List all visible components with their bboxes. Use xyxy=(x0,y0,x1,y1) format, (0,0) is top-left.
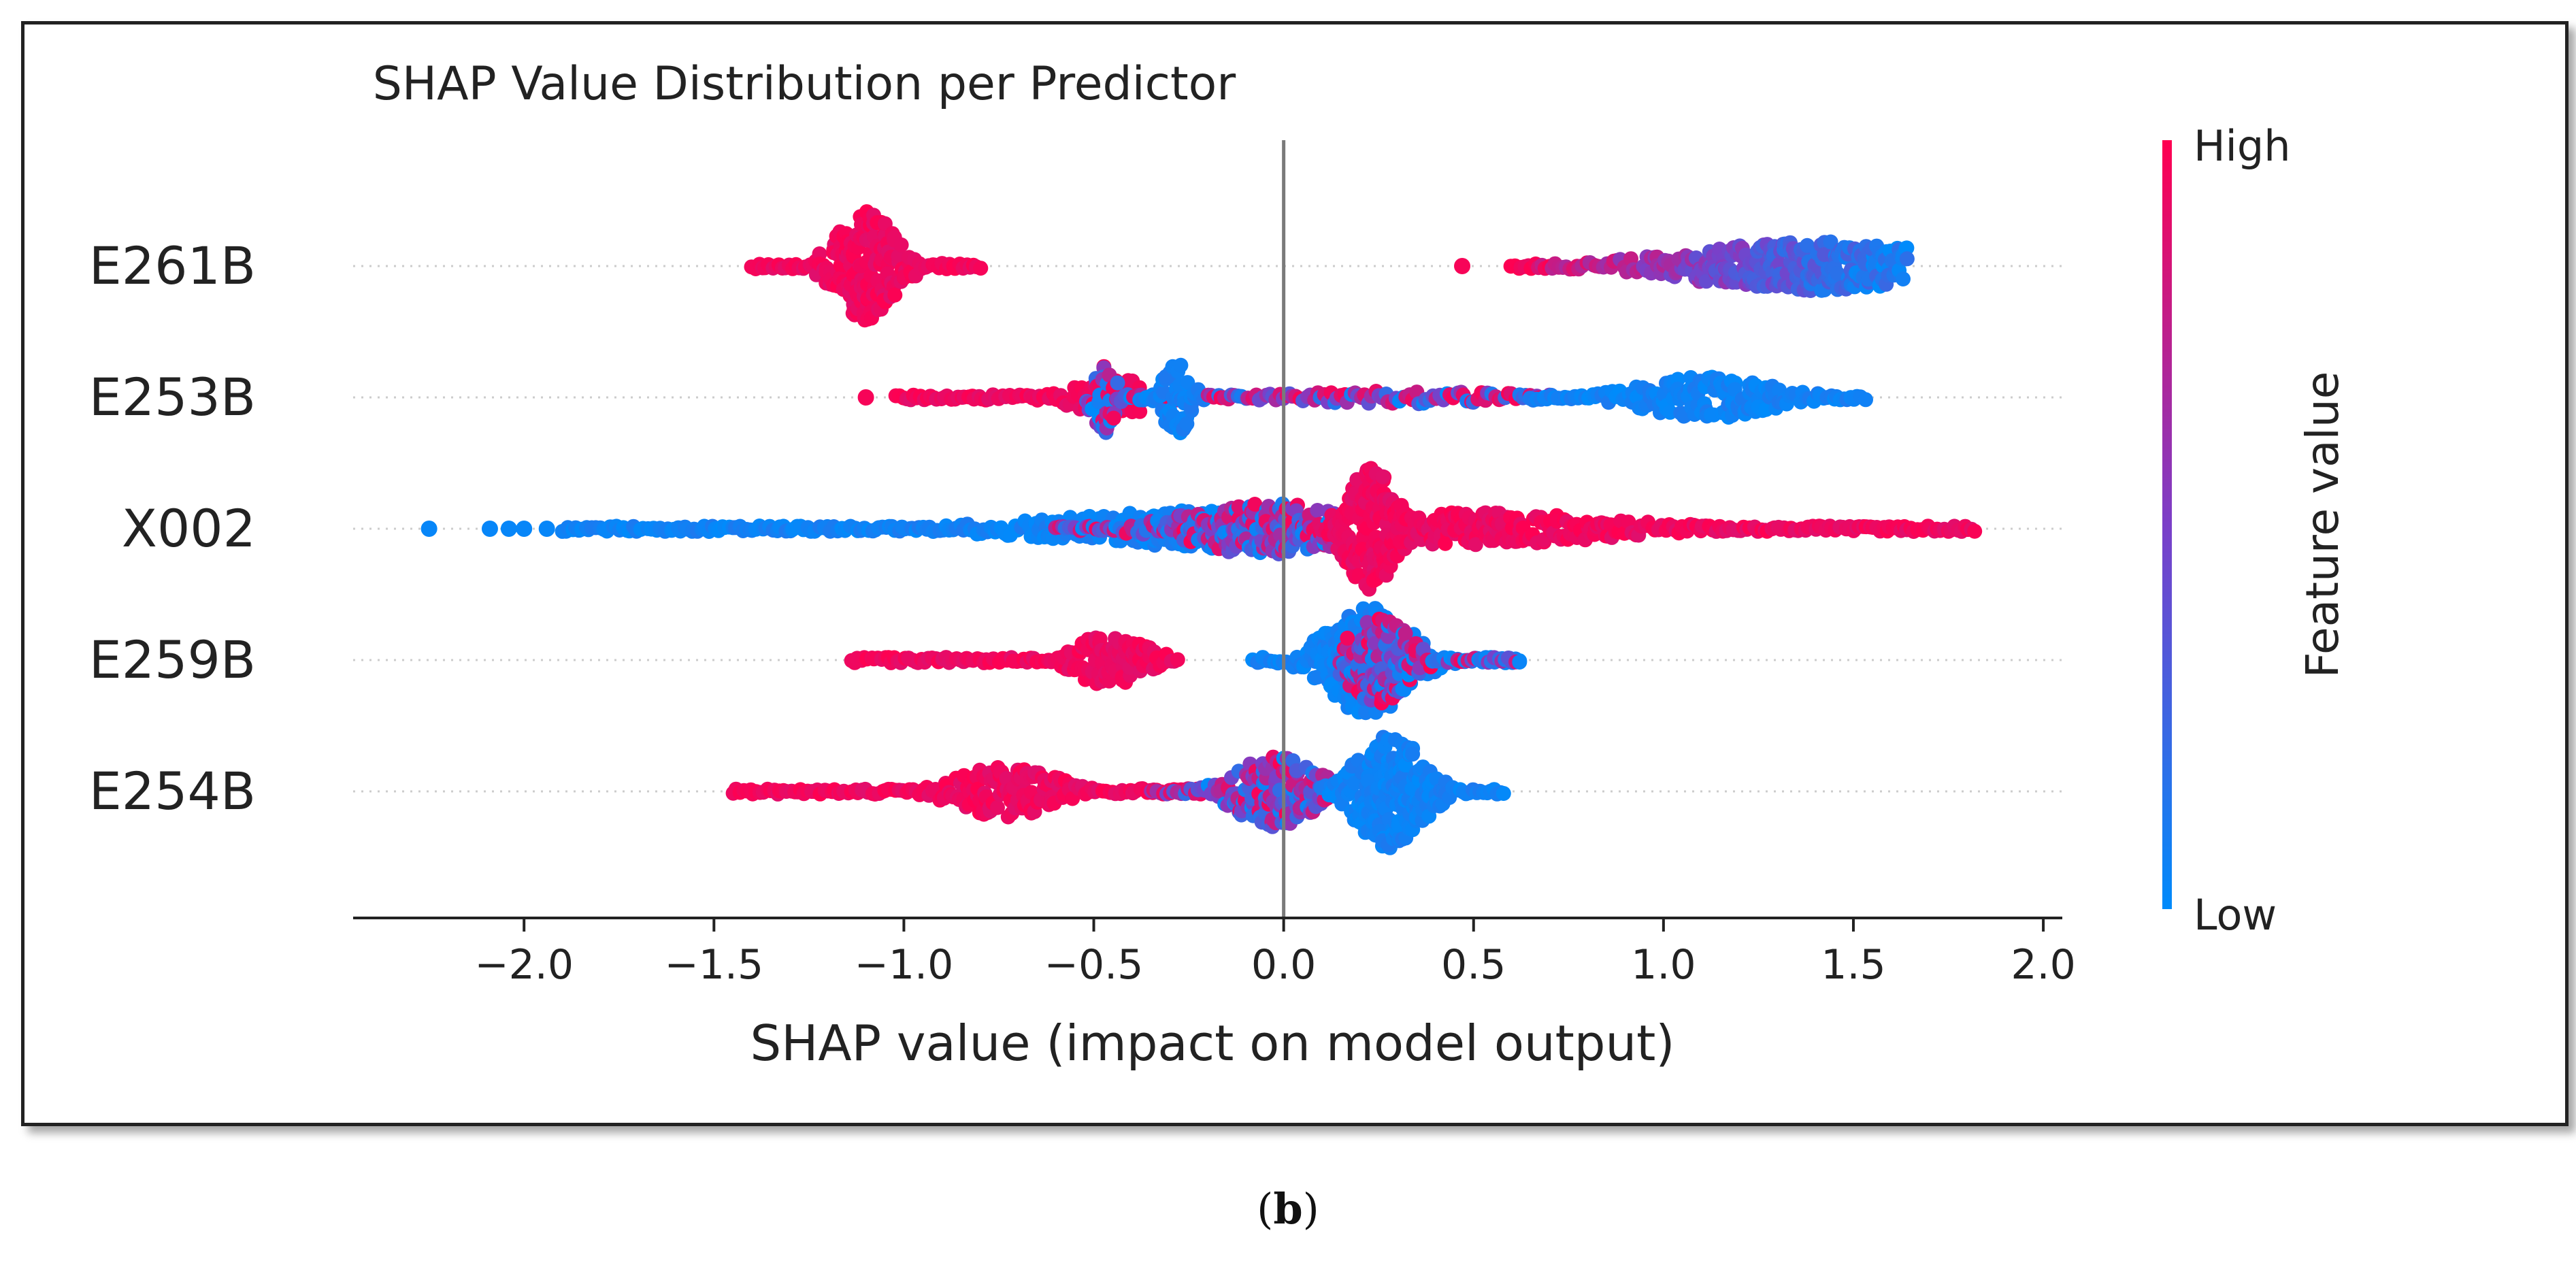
beeswarm-segment-e253b-3 xyxy=(1200,384,1557,412)
x-tick-label: 1.0 xyxy=(1631,941,1696,989)
shap-point xyxy=(1496,786,1511,801)
beeswarm-segment-e254b-2 xyxy=(1313,729,1511,855)
x-tick-label: 0.5 xyxy=(1441,941,1506,989)
shap-outlier-point xyxy=(500,521,517,537)
colorbar-high-label: High xyxy=(2194,121,2291,171)
shap-outlier-point xyxy=(538,521,555,537)
shap-point xyxy=(1468,537,1483,553)
caption-open: ( xyxy=(1257,1184,1274,1234)
chart-title: SHAP Value Distribution per Predictor xyxy=(373,57,1236,111)
shap-point xyxy=(1231,499,1246,514)
shap-point xyxy=(1896,272,1911,286)
shap-point xyxy=(1106,410,1121,426)
shap-point xyxy=(887,287,903,303)
shap-point xyxy=(1347,775,1363,791)
feature-labels: E261B E253B X002 E259B E254B xyxy=(89,235,256,821)
colorbar-title: Feature value xyxy=(2296,372,2349,678)
beeswarm-row-e254b xyxy=(725,729,1511,855)
x-tick-label: 2.0 xyxy=(2011,941,2075,989)
shap-point xyxy=(1375,469,1391,484)
shap-point xyxy=(1247,497,1263,512)
shap-point xyxy=(1180,375,1195,391)
shap-point xyxy=(1823,234,1838,250)
beeswarm-segment-e259b-2 xyxy=(1332,611,1528,710)
shap-point xyxy=(1405,746,1421,762)
beeswarm-row-x002 xyxy=(420,461,1983,597)
shap-point xyxy=(1092,631,1108,646)
beeswarm-segment-e261b-0 xyxy=(744,204,989,328)
x-tick-label: 1.5 xyxy=(1821,941,1885,989)
x-tick-label: −0.5 xyxy=(1044,941,1144,989)
x-tick-label: −2.0 xyxy=(474,941,574,989)
shap-point xyxy=(1858,392,1873,408)
figure-caption: (b) xyxy=(0,1184,2576,1234)
colorbar xyxy=(2162,140,2172,909)
caption-letter: b xyxy=(1273,1184,1303,1234)
shap-point xyxy=(893,237,909,252)
x-axis-label: SHAP value (impact on model output) xyxy=(750,1015,1675,1072)
beeswarm-row-e261b xyxy=(744,204,1915,328)
beeswarm-segment-x002-1 xyxy=(1048,496,1349,561)
beeswarm-segment-e261b-1 xyxy=(1503,234,1915,298)
x-tick-label: −1.0 xyxy=(855,941,954,989)
shap-point xyxy=(1512,655,1528,670)
beeswarm-segment-e259b-0 xyxy=(844,630,1185,691)
shap-point xyxy=(1967,523,1983,539)
shap-point xyxy=(1800,237,1815,253)
shap-point xyxy=(1170,652,1185,668)
feature-label-x002: X002 xyxy=(122,498,256,559)
x-axis-ticks: −2.0 −1.5 −1.0 −0.5 0.0 0.5 1.0 1.5 2.0 xyxy=(474,918,2076,989)
beeswarm-segment-e253b-4 xyxy=(1522,369,1873,425)
feature-label-e254b: E254B xyxy=(89,761,256,821)
figure-frame: SHAP Value Distribution per Predictor E2… xyxy=(21,21,2569,1126)
colorbar-low-label: Low xyxy=(2194,890,2277,940)
shap-point xyxy=(990,800,1005,815)
shap-outlier-point xyxy=(481,521,498,537)
beeswarm-row-e253b xyxy=(857,357,1873,440)
shap-outlier-point xyxy=(1454,258,1471,274)
feature-label-e259b: E259B xyxy=(89,629,256,690)
shap-outlier-point xyxy=(516,521,533,537)
shap-point xyxy=(1662,404,1678,420)
shap-point xyxy=(1110,375,1125,391)
feature-label-e261b: E261B xyxy=(89,235,256,296)
shap-point xyxy=(1132,404,1148,419)
beeswarm-points xyxy=(420,204,1983,855)
beeswarm-row-e259b xyxy=(844,601,1528,721)
shap-beeswarm-chart: SHAP Value Distribution per Predictor E2… xyxy=(89,57,2349,1072)
beeswarm-segment-x002-3 xyxy=(1389,505,1983,553)
shap-point xyxy=(1179,416,1195,431)
shap-point xyxy=(973,261,989,276)
feature-label-e253b: E253B xyxy=(89,367,256,427)
shap-point xyxy=(1359,614,1375,630)
caption-close: ) xyxy=(1302,1184,1319,1234)
shap-point xyxy=(1340,630,1355,646)
shap-outlier-point xyxy=(857,389,874,406)
shap-point xyxy=(1398,626,1413,641)
x-tick-label: −1.5 xyxy=(664,941,763,989)
shap-point xyxy=(1173,357,1189,373)
x-tick-label: 0.0 xyxy=(1251,941,1316,989)
shap-point xyxy=(1899,251,1915,267)
shap-outlier-point xyxy=(420,521,437,537)
beeswarm-segment-e254b-0 xyxy=(725,760,1215,825)
